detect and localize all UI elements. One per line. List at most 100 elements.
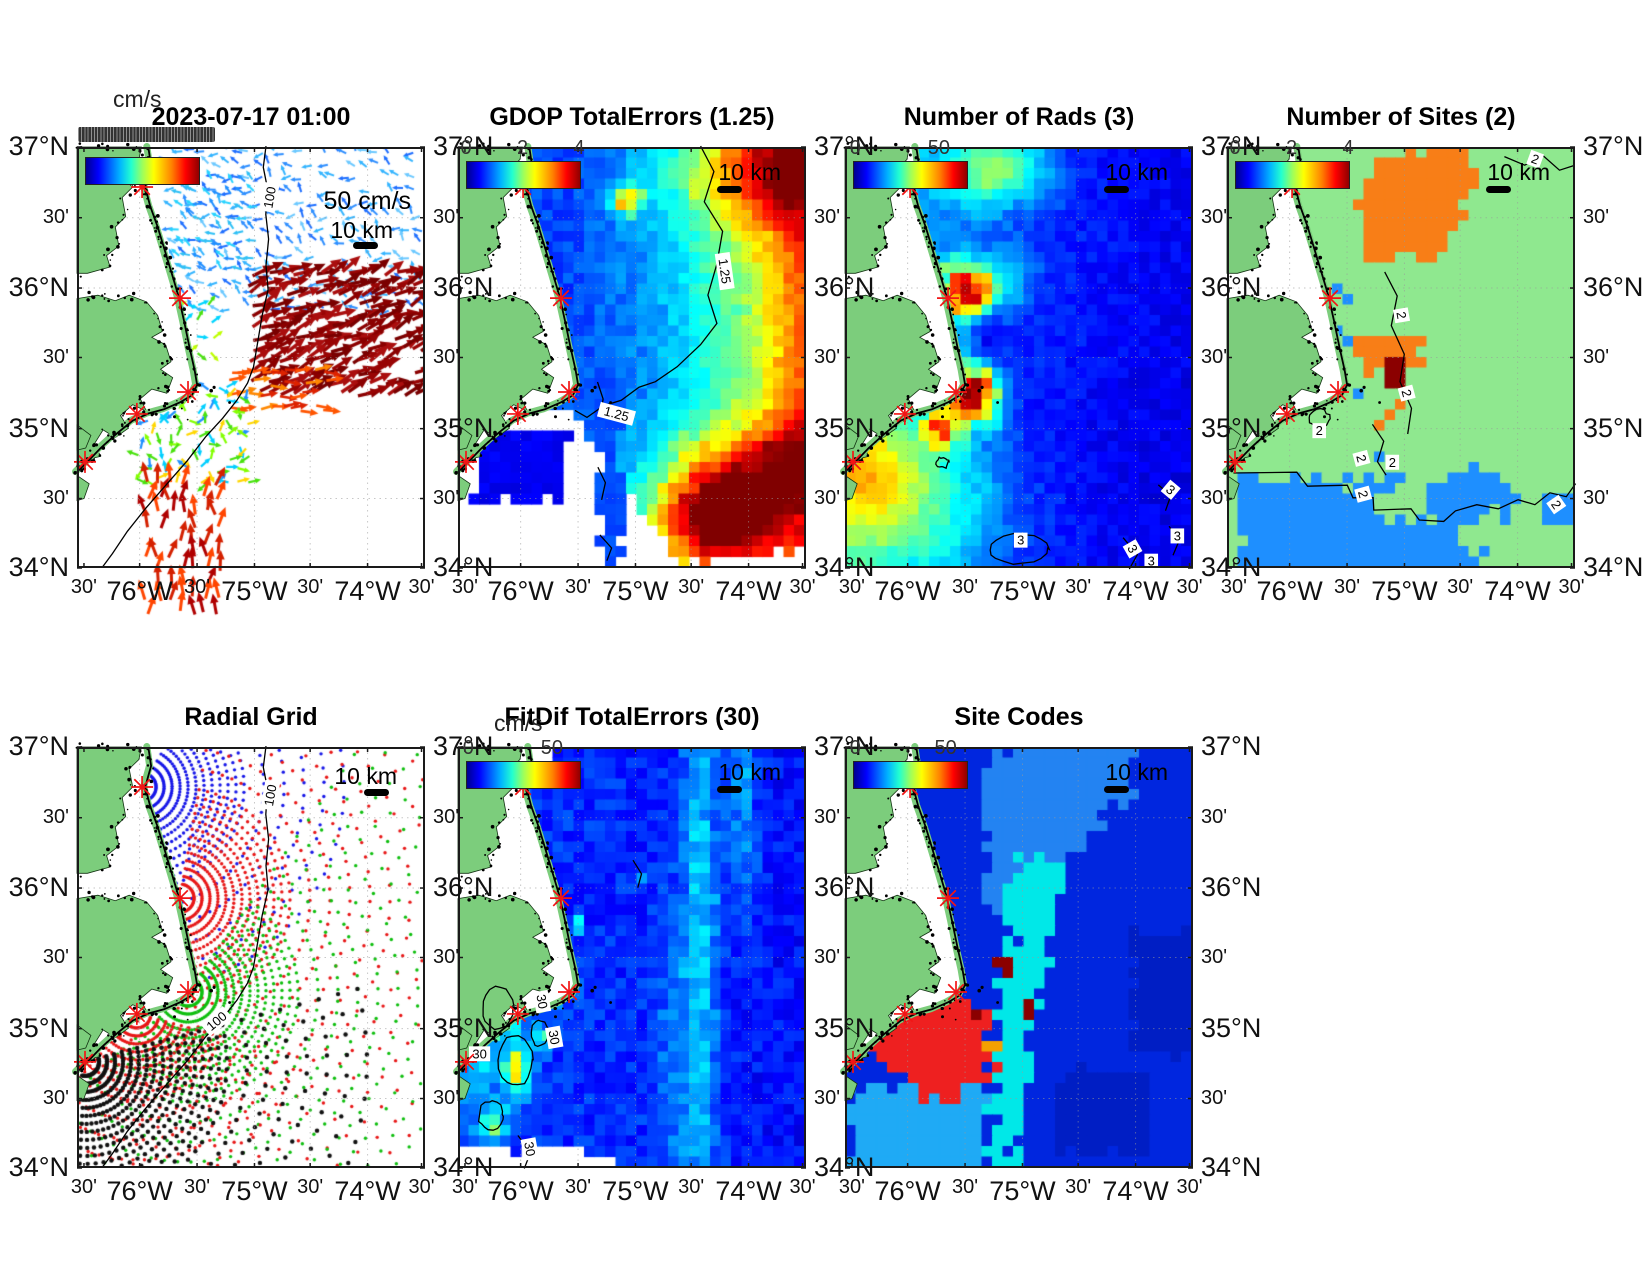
y-axis-tick-label: 30' bbox=[42, 1086, 69, 1109]
x-axis-tick-label: 30' bbox=[1065, 1176, 1092, 1198]
panel-site-codes: Site Codes 10 km 30' 76°W 30' 75°W 30' 74°W 30… bbox=[839, 703, 1261, 1206]
panel-title: GDOP TotalErrors (1.25) bbox=[489, 103, 775, 131]
y-axis-tick-label: 35°N bbox=[8, 1012, 69, 1043]
svg-text:2: 2 bbox=[1393, 310, 1409, 320]
distance-scale-label: 10 km bbox=[1105, 759, 1168, 785]
y-axis-tick-label: 35°N bbox=[1583, 412, 1644, 443]
svg-text:2: 2 bbox=[1529, 151, 1541, 168]
y-axis-tick-label: 30' bbox=[1583, 205, 1610, 228]
distance-scale-label: 10 km bbox=[1487, 159, 1550, 185]
x-axis-tick-label: 76°W bbox=[874, 1176, 941, 1206]
x-axis-tick-label: 75°W bbox=[602, 1176, 669, 1206]
x-axis-tick-label: 30' bbox=[1176, 576, 1203, 598]
x-axis-tick-label: 76°W bbox=[106, 576, 173, 606]
y-axis-tick-label: 30' bbox=[814, 945, 841, 968]
x-axis-tick-label: 30' bbox=[1176, 1176, 1203, 1198]
y-axis-tick-label: 30' bbox=[42, 486, 69, 509]
map-overlay bbox=[840, 742, 1193, 1169]
x-axis-tick-label: 30' bbox=[184, 1176, 211, 1198]
y-axis-tick-label: 37°N bbox=[8, 131, 69, 161]
x-axis-tick-label: 30' bbox=[678, 576, 705, 598]
map-overlay: 30 30 30 30 bbox=[453, 742, 806, 1169]
colorbar-tick-label: 50 bbox=[934, 737, 957, 759]
panel-number-of-sites: Number of Sites (2) 10 km 2 2 2 2 2 2 2 2 30' 76°… bbox=[1221, 103, 1643, 606]
x-axis-tick-label: 74°W bbox=[715, 1176, 782, 1206]
velocity-scale-label: 50 cm/s bbox=[323, 187, 411, 215]
y-axis-tick-label: 37°N bbox=[1201, 731, 1262, 761]
y-axis-tick-label: 37°N bbox=[433, 731, 494, 761]
x-axis-tick-label: 30' bbox=[1065, 576, 1092, 598]
distance-scale-label: 10 km bbox=[334, 763, 397, 789]
y-axis-tick-label: 30' bbox=[814, 805, 841, 828]
colorbar-gradient bbox=[466, 161, 581, 189]
svg-text:3: 3 bbox=[1148, 554, 1155, 569]
y-axis-tick-label: 37°N bbox=[433, 131, 494, 161]
y-axis-tick-label: 30' bbox=[42, 805, 69, 828]
x-axis-tick-label: 74°W bbox=[334, 1176, 401, 1206]
colorbar-gradient bbox=[1235, 161, 1350, 189]
y-axis-tick-label: 35°N bbox=[433, 412, 494, 443]
x-axis-tick-label: 30' bbox=[408, 576, 435, 598]
svg-text:30: 30 bbox=[521, 1141, 538, 1158]
colorbar: 0 2 4 bbox=[460, 137, 585, 189]
x-axis-tick-label: 75°W bbox=[989, 1176, 1056, 1206]
panel-radial-grid: Radial Grid 10 km 100 100 30' 76°W 30' 75°W 30… bbox=[9, 703, 494, 1206]
y-axis-tick-label: 30' bbox=[814, 345, 841, 368]
distance-scale-label: 10 km bbox=[718, 759, 781, 785]
svg-text:2: 2 bbox=[1389, 455, 1396, 470]
x-axis-tick-label: 74°W bbox=[715, 576, 782, 606]
y-axis-tick-label: 36°N bbox=[814, 272, 875, 303]
colorbar: 0 50 bbox=[850, 137, 968, 189]
x-axis-tick-label: 76°W bbox=[1256, 576, 1323, 606]
x-axis-tick-label: 30' bbox=[838, 576, 865, 598]
x-axis-tick-label: 30' bbox=[1447, 576, 1474, 598]
colorbar-tick-label: 2 bbox=[516, 137, 529, 159]
colorbar-tick-label: 50 bbox=[540, 737, 563, 759]
x-axis-tick-label: 30' bbox=[952, 576, 979, 598]
x-axis-tick-label: 75°W bbox=[1371, 576, 1438, 606]
map-overlay: 1.25 1.25 bbox=[453, 142, 806, 569]
y-axis-tick-label: 35°N bbox=[814, 1012, 875, 1043]
y-axis-tick-label: 35°N bbox=[814, 412, 875, 443]
x-axis-tick-label: 75°W bbox=[602, 576, 669, 606]
y-axis-tick-label: 37°N bbox=[814, 131, 875, 161]
y-axis-tick-label: 30' bbox=[1201, 945, 1228, 968]
panel-fitdif-total-errors: FitDif TotalErrors (30) cm/s 10 km 30 30 3… bbox=[452, 703, 874, 1206]
y-axis-tick-label: 30' bbox=[433, 345, 460, 368]
y-axis-tick-label: 36°N bbox=[1201, 272, 1262, 303]
svg-text:2: 2 bbox=[1353, 453, 1369, 464]
svg-text:2: 2 bbox=[1399, 388, 1415, 399]
colorbar-tick-label: 50 bbox=[927, 137, 950, 159]
x-axis-tick-label: 30' bbox=[565, 576, 592, 598]
x-axis-tick-label: 30' bbox=[952, 1176, 979, 1198]
y-axis-tick-label: 30' bbox=[1201, 486, 1228, 509]
y-axis-tick-label: 30' bbox=[42, 205, 69, 228]
panel-surface-currents: 2023-07-17 01:00 cm/s 50 cm/s 10 km 100 3… bbox=[9, 86, 493, 623]
panel-title: Number of Rads (3) bbox=[903, 103, 1135, 131]
y-axis-tick-label: 30' bbox=[1201, 345, 1228, 368]
panel-title: Site Codes bbox=[954, 703, 1084, 731]
y-axis-tick-label: 36°N bbox=[8, 872, 69, 903]
x-axis-tick-label: 76°W bbox=[487, 576, 554, 606]
x-axis-tick-label: 74°W bbox=[1484, 576, 1551, 606]
x-axis-tick-label: 30' bbox=[789, 576, 816, 598]
y-axis-tick-label: 30' bbox=[433, 205, 460, 228]
panel-title: 2023-07-17 01:00 bbox=[151, 103, 351, 131]
x-axis-tick-label: 30' bbox=[70, 576, 97, 598]
y-axis-tick-label: 30' bbox=[42, 945, 69, 968]
y-axis-tick-label: 30' bbox=[1583, 345, 1610, 368]
y-axis-tick-label: 35°N bbox=[8, 412, 69, 443]
x-axis-tick-label: 76°W bbox=[487, 1176, 554, 1206]
colorbar-gradient bbox=[853, 161, 968, 189]
y-axis-tick-label: 34°N bbox=[1201, 1152, 1262, 1182]
y-axis-tick-label: 34°N bbox=[814, 1152, 875, 1182]
panel-number-of-rads: Number of Rads (3) 10 km 3 3 3 3 3 30' 76°W 30'… bbox=[839, 103, 1261, 606]
x-axis-tick-label: 74°W bbox=[1102, 576, 1169, 606]
y-axis-tick-label: 37°N bbox=[1583, 131, 1644, 161]
x-axis-tick-label: 30' bbox=[789, 1176, 816, 1198]
y-axis-tick-label: 35°N bbox=[1201, 412, 1262, 443]
x-axis-tick-label: 30' bbox=[297, 1176, 324, 1198]
y-axis-tick-label: 30' bbox=[814, 486, 841, 509]
